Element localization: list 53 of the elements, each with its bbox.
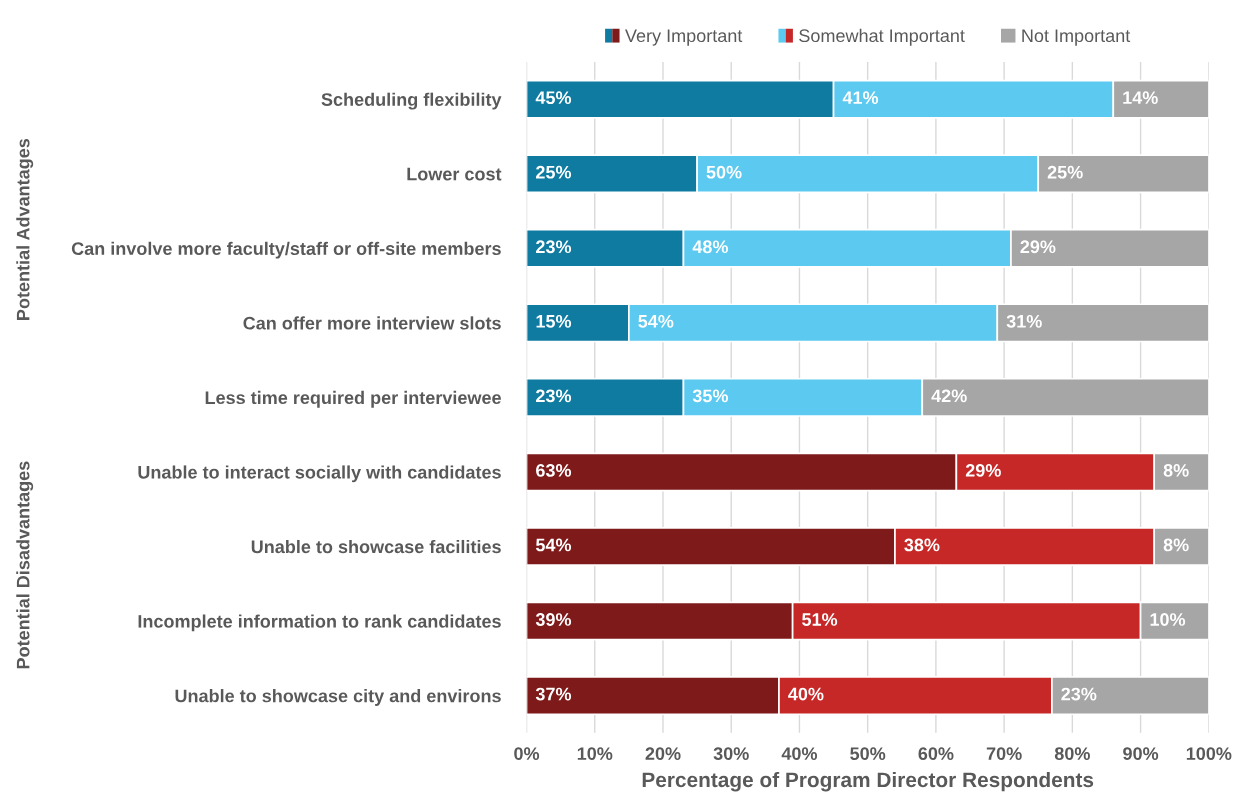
data-label: 31% [1006,314,1042,328]
data-label: 25% [536,165,572,179]
data-label: 50% [706,165,742,179]
x-tick-label: 50% [850,747,886,761]
data-label: 54% [638,314,674,328]
y-tick-label: Lower cost [407,167,502,181]
data-label: 48% [692,240,728,254]
data-label: 23% [1061,687,1097,701]
data-label: 29% [1020,240,1056,254]
data-label: 23% [536,389,572,403]
data-label: 10% [1150,613,1186,626]
text: Potential Advantages [16,138,34,320]
x-tick-label: 40% [781,747,818,761]
y-tick-label: Scheduling flexibility [321,92,502,110]
data-label: 51% [802,613,838,626]
data-label: 45% [535,91,572,105]
data-label: 14% [1123,91,1158,105]
y-tick-label: Incomplete information to rank candidates [138,614,501,632]
y-tick-label: Can offer more interview slots [243,316,501,330]
data-label: 54% [535,538,572,552]
data-label: 29% [965,464,1001,477]
legend-label: Not Important [1022,29,1131,46]
data-label: 35% [692,389,728,403]
x-tick-label: 70% [986,747,1022,761]
x-axis-title: Percentage of Program Director Respondents [642,771,1094,792]
data-label: 23% [536,240,572,254]
y-tick-label: Unable to showcase facilities [251,539,501,554]
y-tick-label: Unable to interact socially with candidates [138,465,501,483]
x-tick-label: 80% [1054,747,1090,761]
data-label: 42% [931,389,967,403]
x-tick-label: 30% [713,747,749,761]
data-label: 8% [1163,538,1189,552]
y-tick-label: Can involve more faculty/staff or off-site members [71,241,501,259]
y-tick-label: Less time required per interviewee [205,390,501,408]
data-label: 37% [535,687,572,701]
y-tick-label: Unable to showcase city and environs [175,689,501,706]
data-label: 39% [535,613,572,626]
data-label: 40% [788,687,824,701]
x-tick-label: 10% [577,747,613,761]
x-tick-label: 0% [514,747,540,761]
data-label: 25% [1047,165,1083,179]
data-label: 38% [904,538,940,552]
legend-label: Somewhat Important [799,28,965,46]
x-tick-label: 100% [1186,747,1232,761]
data-label: 63% [536,464,572,477]
data-label: 8% [1163,464,1189,477]
data-label: 15% [536,314,572,328]
data-label: 41% [842,91,879,105]
x-tick-label: 90% [1123,747,1159,761]
legend-label: Very Important [625,29,743,46]
text: Potential Disadvantages [16,461,34,669]
x-tick-label: 60% [918,747,954,761]
x-tick-label: 20% [645,747,681,761]
